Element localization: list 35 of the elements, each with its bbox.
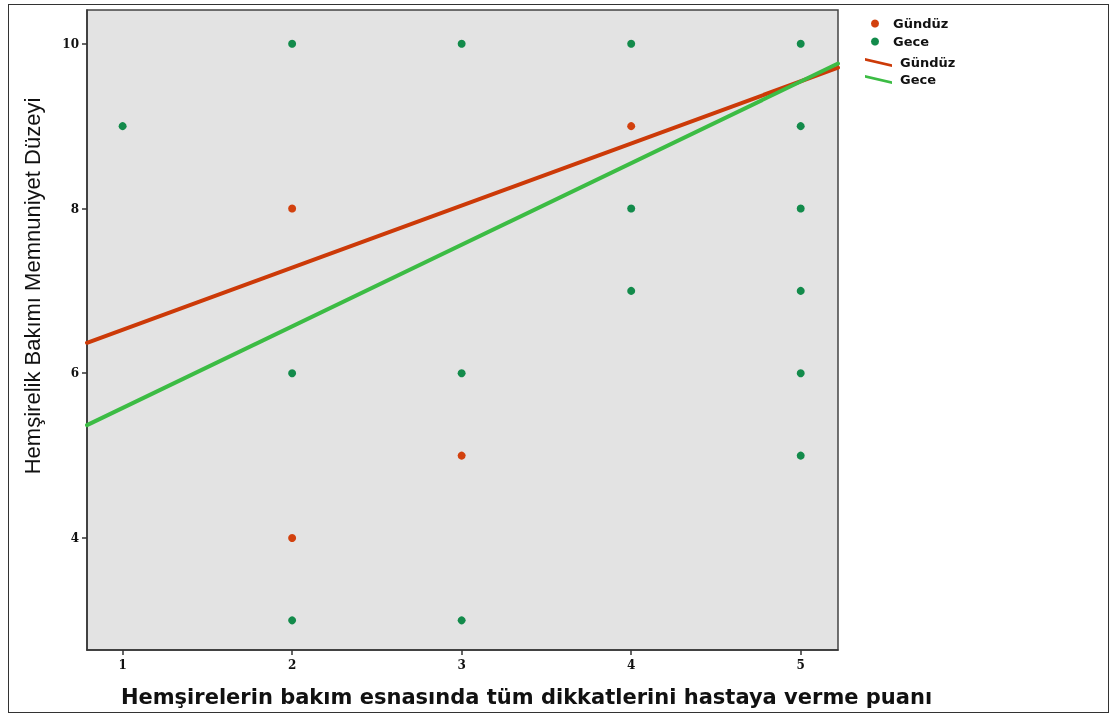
point (796, 369, 805, 378)
point (457, 616, 466, 625)
x-tick-label: 1 (118, 658, 127, 672)
point (457, 39, 466, 48)
point (118, 122, 127, 131)
point (796, 122, 805, 131)
point (288, 616, 297, 625)
x-tick-label: 4 (627, 658, 636, 672)
point (288, 533, 297, 542)
point (288, 204, 297, 213)
point (796, 451, 805, 460)
legend-label: Gece (900, 72, 937, 87)
x-tick-label: 5 (796, 658, 805, 672)
legend-label: Gündüz (900, 55, 956, 70)
x-axis-title: Hemşirelerin bakım esnasında tüm dikkatlerini hastaya verme puanı (120, 684, 933, 709)
point (796, 204, 805, 213)
y-tick-label: 6 (70, 366, 79, 381)
legend-label: Gündüz (893, 16, 949, 31)
point (627, 204, 636, 213)
y-tick-label: 4 (70, 530, 79, 545)
x-tick-label: 2 (287, 658, 297, 672)
legend-label: Gece (893, 34, 930, 49)
y-axis-title: Hemşirelik Bakımı Memnuniyet Düzeyi (19, 97, 45, 475)
point (288, 39, 297, 48)
point (457, 451, 466, 460)
point (796, 286, 805, 295)
y-tick-label: 10 (62, 36, 79, 51)
point (627, 122, 636, 131)
point (457, 369, 466, 378)
point (288, 369, 297, 378)
y-tick-label: 8 (70, 201, 79, 216)
x-tick-label: 3 (457, 658, 466, 672)
point (796, 39, 805, 48)
point (627, 286, 636, 295)
point (627, 39, 636, 48)
